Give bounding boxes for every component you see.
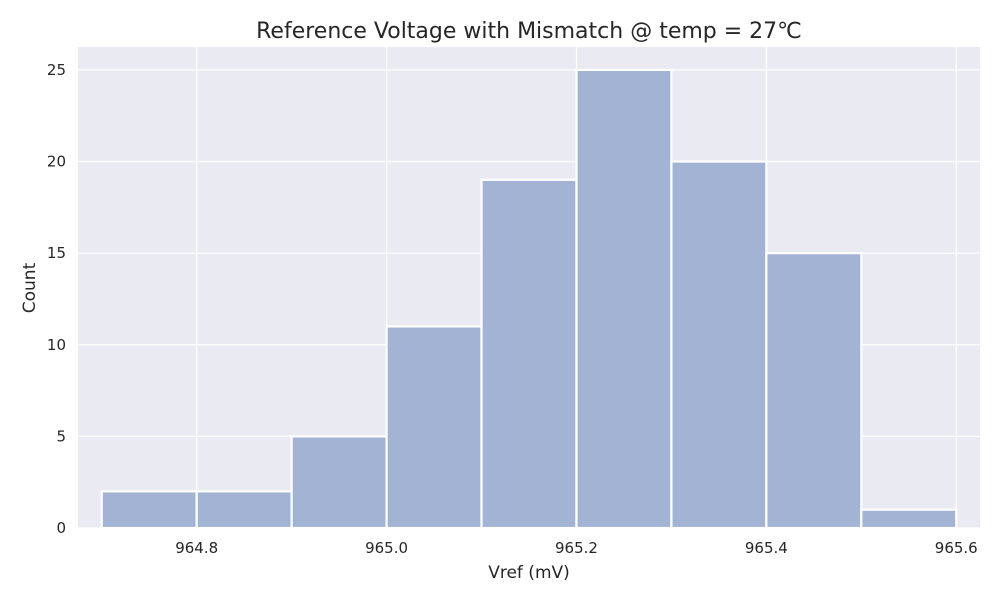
y-tick-label: 10 xyxy=(47,336,66,354)
y-tick-label: 15 xyxy=(47,244,66,262)
histogram-bar xyxy=(385,325,483,530)
y-axis-ticks: 0 5 10 15 20 25 xyxy=(47,61,66,537)
histogram-bar xyxy=(670,160,768,530)
x-axis-ticks: 964.8 965.0 965.2 965.4 965.6 xyxy=(175,539,978,557)
y-tick-label: 20 xyxy=(47,153,66,171)
histogram-bar xyxy=(290,435,388,530)
y-axis-label: Count xyxy=(20,262,40,313)
histogram-bar xyxy=(195,490,293,530)
histogram-bar xyxy=(480,178,578,530)
y-tick-label: 0 xyxy=(56,519,66,537)
x-tick-label: 965.6 xyxy=(935,539,978,557)
y-tick-label: 25 xyxy=(47,61,66,79)
x-tick-label: 965.0 xyxy=(365,539,408,557)
chart-title: Reference Voltage with Mismatch @ temp =… xyxy=(256,19,802,44)
x-tick-label: 964.8 xyxy=(175,539,218,557)
histogram-bar xyxy=(860,508,958,530)
y-tick-label: 5 xyxy=(56,427,66,445)
histogram-bar xyxy=(575,68,673,530)
x-tick-label: 965.2 xyxy=(555,539,598,557)
x-tick-label: 965.4 xyxy=(745,539,788,557)
histogram-bar xyxy=(765,252,863,530)
histogram-bar xyxy=(100,490,198,530)
x-axis-label: Vref (mV) xyxy=(488,563,570,583)
bars xyxy=(100,68,958,530)
